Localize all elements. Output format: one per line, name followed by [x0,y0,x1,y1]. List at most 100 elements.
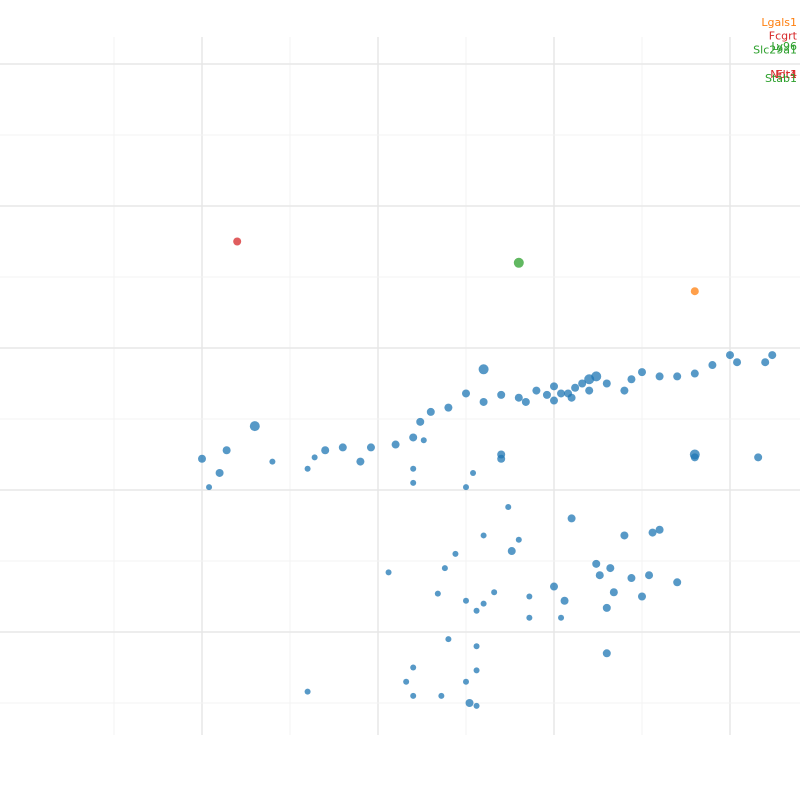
data-point [470,469,477,476]
data-point [452,550,459,557]
data-point [338,443,347,452]
data-point-highlight [233,237,242,246]
data-point-highlight [513,257,524,268]
data-point [521,397,530,406]
data-point [385,569,392,576]
data-point [445,636,452,643]
data-point [465,699,474,707]
data-point [463,484,469,491]
point-label-flt4: Flt4 [776,68,797,81]
data-point [560,596,569,605]
data-point [557,389,566,398]
data-point [366,443,375,452]
data-point [620,386,629,395]
data-points [198,237,777,709]
data-point [606,564,615,573]
data-point [514,393,523,402]
data-point [434,590,441,597]
data-point [463,678,469,685]
data-point [733,358,742,367]
data-point [571,383,580,392]
data-point [479,397,488,406]
data-point [595,571,604,580]
data-point [550,582,558,591]
data-point [602,603,611,612]
point-label-npr1: Npr1 [770,68,797,81]
data-point [304,465,311,472]
data-point [321,446,330,455]
data-point [222,446,231,455]
data-point [592,559,601,568]
data-point [754,453,763,462]
data-point [410,465,417,472]
data-point [526,593,533,600]
data-point [269,458,276,465]
data-point [761,358,770,367]
point-label-slc29a1: Slc29a1 [753,44,797,57]
data-point [420,437,427,444]
data-point [609,588,618,597]
data-point [645,571,654,580]
data-point [567,514,576,523]
data-point [648,528,657,537]
data-point [558,614,565,621]
data-point [206,484,213,491]
point-labels: Il6stLifrCd59aLgals1FcgrtSlc29a1Npr1Flt4… [753,16,798,85]
data-point [673,578,682,587]
data-point [690,369,699,378]
data-point [410,479,417,486]
data-point [550,396,558,405]
data-point [564,389,573,398]
data-point [441,565,448,572]
data-point [462,389,470,398]
data-point [515,536,522,543]
data-point [497,454,506,463]
data-point [507,547,516,556]
point-label-stab1: Stab1 [765,72,797,85]
data-point [491,589,498,596]
data-point [356,457,365,466]
data-point [708,361,717,370]
data-point [480,532,487,539]
data-point [726,351,734,360]
data-point [602,649,611,658]
data-point [410,664,417,671]
data-point [532,386,541,395]
data-point [526,614,533,621]
data-point [602,379,611,388]
data-point [438,692,445,699]
data-point [505,504,512,511]
data-point [585,386,594,395]
data-point [550,382,558,391]
data-point [311,454,318,461]
data-point [391,440,400,449]
gridlines [0,37,800,735]
data-point [578,379,587,388]
data-point [416,417,425,426]
data-point [444,403,453,412]
data-point [638,592,646,601]
data-point [620,531,629,540]
point-label-fcgrt: Fcgrt [769,29,798,42]
data-point [473,643,480,650]
data-point [673,372,682,381]
data-point [638,368,646,377]
data-point [655,525,664,534]
data-point [627,574,636,583]
point-label-lgals1: Lgals1 [761,16,797,29]
data-point [304,688,311,695]
data-point [426,407,435,416]
data-point [198,454,206,463]
data-point-highlight [690,287,699,296]
data-point [409,433,418,442]
data-point [463,597,469,604]
data-point [473,702,480,709]
data-point [497,390,506,399]
data-point [627,375,636,384]
data-point [249,421,260,432]
point-label-ly96: Ly96 [771,40,797,53]
data-point [478,364,489,375]
data-point [655,372,664,381]
data-point [768,351,777,360]
